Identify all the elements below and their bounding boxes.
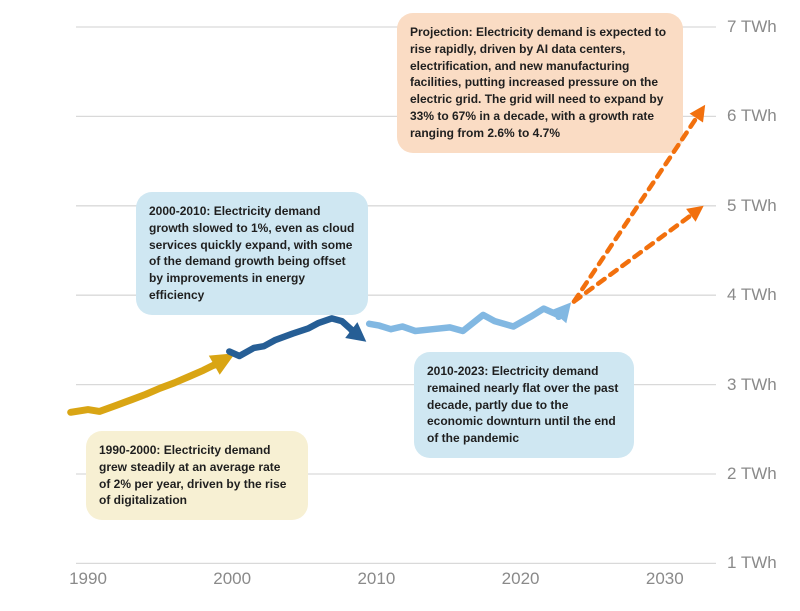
trend-line (226, 315, 359, 360)
annotation-2000-2010: 2000-2010: Electricity demand growth slo… (136, 192, 368, 315)
y-tick-label: 5 TWh (727, 195, 777, 215)
annotation-projection-text: Projection: Electricity demand is expect… (410, 25, 667, 140)
x-tick-label: 2000 (213, 569, 252, 588)
annotation-2010-2023-text: 2010-2023: Electricity demand remained n… (427, 364, 619, 446)
y-tick-label: 2 TWh (727, 464, 777, 483)
annotation-projection: Projection: Electricity demand is expect… (397, 13, 683, 153)
y-tick-label: 6 TWh (727, 106, 777, 126)
trend-line (571, 213, 694, 304)
trend-arrowhead (345, 322, 367, 342)
annotation-2010-2023: 2010-2023: Electricity demand remained n… (414, 352, 634, 458)
x-tick-label: 2020 (501, 569, 540, 588)
annotation-1990-2000-text: 1990-2000: Electricity demand grew stead… (99, 443, 287, 508)
trend-line (67, 359, 222, 416)
x-tick-label: 1990 (69, 569, 107, 588)
trend-line (365, 305, 563, 335)
y-tick-label: 3 TWh (727, 374, 777, 394)
annotation-2000-2010-text: 2000-2010: Electricity demand growth slo… (149, 204, 355, 302)
y-tick-label: 7 TWh (727, 17, 777, 36)
x-tick-label: 2030 (645, 569, 684, 588)
x-tick-label: 2010 (357, 569, 396, 588)
trend-arrowhead (208, 353, 236, 375)
trend-arrowhead (686, 205, 704, 222)
trend-arrowhead (689, 104, 706, 123)
y-tick-label: 4 TWh (727, 285, 777, 305)
y-tick-label: 1 TWh (727, 553, 777, 573)
trend-arrowhead (551, 302, 572, 324)
annotation-1990-2000: 1990-2000: Electricity demand grew stead… (86, 431, 308, 521)
